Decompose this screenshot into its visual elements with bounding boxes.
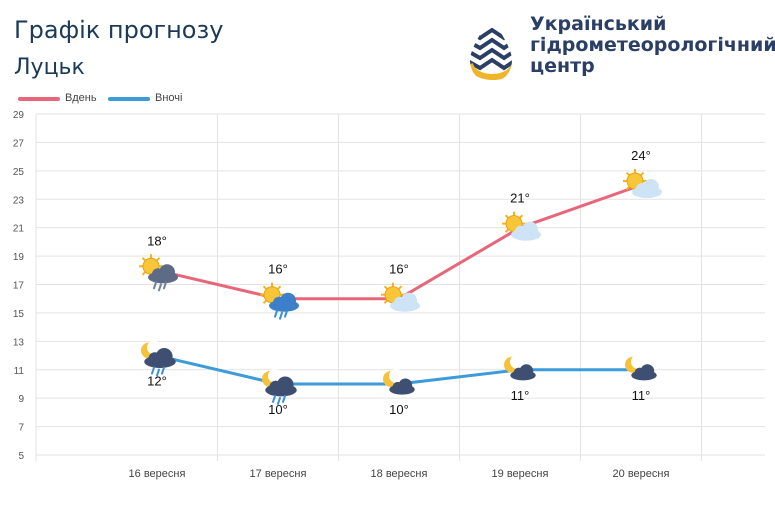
x-tick-label: 20 вересня	[613, 468, 670, 480]
logo-line: Український	[530, 13, 667, 35]
sun-cloud-icon	[623, 169, 662, 199]
data-label: 10°	[268, 402, 288, 417]
x-tick-label: 17 вересня	[250, 468, 307, 480]
logo-line: центр	[530, 55, 595, 77]
data-label: 11°	[511, 388, 530, 403]
logo-line: гідрометеорологічний	[530, 34, 775, 56]
y-tick-label: 27	[13, 138, 25, 149]
y-tick-label: 29	[13, 110, 25, 121]
y-tick-label: 19	[13, 252, 25, 263]
x-tick-label: 16 вересня	[129, 468, 186, 480]
y-tick-label: 23	[13, 195, 25, 206]
sun-cloud-rain-icon	[139, 254, 178, 292]
logo-text: Український гідрометеорологічний центр	[530, 13, 775, 77]
city-name: Луцьк	[14, 55, 85, 80]
moon-cloud-rain-icon	[141, 340, 176, 377]
sun-cloud-icon	[502, 211, 541, 241]
y-tick-label: 11	[14, 366, 25, 377]
chart-title: Графік прогнозу	[14, 16, 224, 44]
data-label: 18°	[147, 233, 167, 248]
data-label: 10°	[389, 402, 409, 417]
data-label: 16°	[268, 262, 288, 277]
y-tick-label: 17	[13, 281, 25, 292]
drop-logo-icon	[470, 18, 512, 82]
moon-cloud-rain-icon	[262, 368, 297, 405]
data-label: 21°	[510, 191, 530, 206]
data-label: 12°	[147, 374, 167, 389]
series-line-day	[156, 183, 642, 301]
data-label: 16°	[389, 262, 409, 277]
sun-cloud-icon	[381, 282, 420, 312]
y-tick-label: 15	[13, 309, 25, 320]
logo: Український гідрометеорологічний центр	[466, 14, 775, 84]
x-tick-label: 18 вересня	[371, 468, 428, 480]
legend-swatch-night	[108, 97, 150, 101]
y-tick-label: 5	[18, 451, 24, 462]
y-tick-label: 7	[18, 423, 24, 434]
y-tick-label: 21	[13, 224, 25, 235]
data-label: 11°	[632, 388, 651, 403]
moon-cloud-icon	[383, 368, 415, 395]
legend-swatch-day	[18, 97, 60, 101]
y-tick-label: 13	[13, 337, 25, 348]
legend-label: Вночі	[155, 92, 183, 104]
legend-label: Вдень	[65, 92, 97, 104]
moon-cloud-icon	[504, 354, 536, 381]
x-tick-label: 19 вересня	[492, 468, 549, 480]
moon-cloud-icon	[625, 354, 657, 381]
sun-cloud-rain-icon	[260, 282, 299, 320]
data-label: 24°	[631, 148, 651, 163]
y-tick-label: 9	[18, 394, 24, 405]
y-tick-label: 25	[13, 167, 25, 178]
